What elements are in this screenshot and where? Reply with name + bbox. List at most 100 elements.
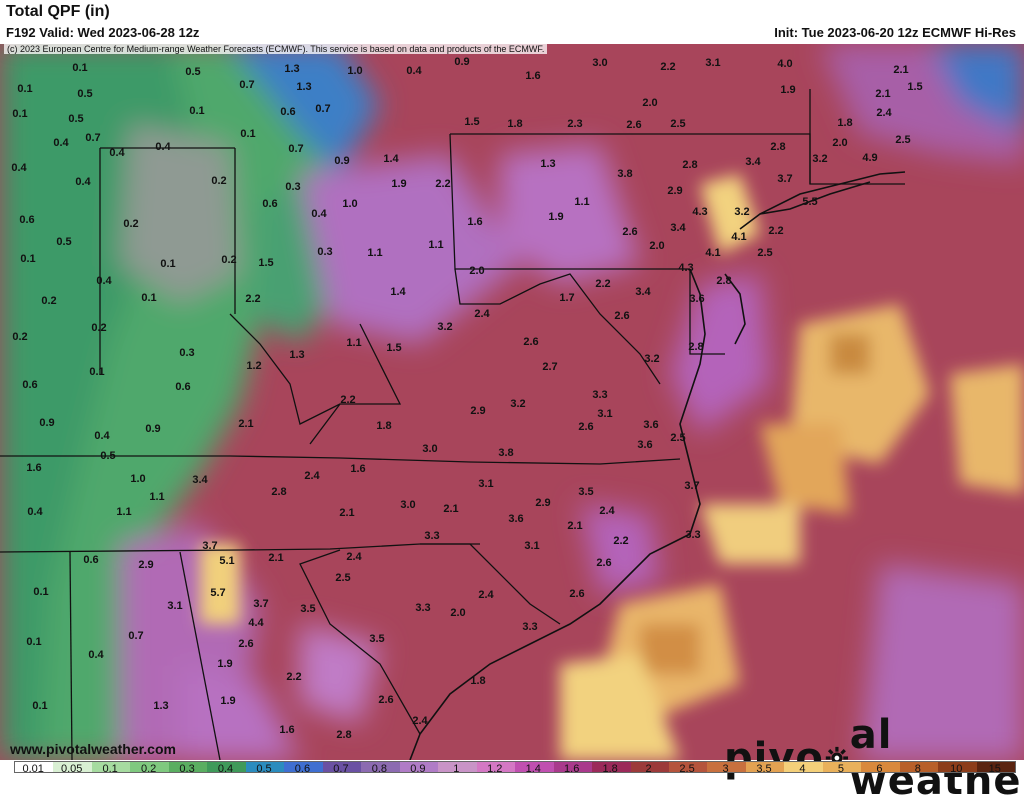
precip-value-label: 0.1 (240, 128, 255, 140)
precip-value-label: 0.4 (109, 147, 125, 159)
precip-value-label: 4.1 (705, 247, 720, 259)
precip-value-label: 3.3 (522, 621, 537, 633)
precip-value-label: 0.3 (285, 181, 300, 193)
precip-value-label: 4.0 (777, 58, 792, 70)
precip-value-label: 2.5 (335, 572, 350, 584)
precip-value-label: 2.6 (626, 119, 641, 131)
color-scale-swatch (707, 762, 746, 772)
precip-value-label: 2.4 (599, 505, 615, 517)
valid-time: F192 Valid: Wed 2023-06-28 12z (6, 25, 200, 40)
precip-value-label: 0.1 (89, 366, 104, 378)
precip-value-label: 3.0 (400, 499, 415, 511)
precip-value-label: 1.5 (386, 342, 401, 354)
precip-value-label: 2.6 (523, 336, 538, 348)
precip-value-label: 3.3 (415, 602, 430, 614)
precip-value-label: 1.9 (220, 695, 235, 707)
precip-value-label: 3.7 (777, 173, 792, 185)
precip-value-label: 3.2 (510, 398, 525, 410)
precip-value-label: 0.4 (27, 506, 43, 518)
color-scale-tick-label: 0.5 (256, 763, 272, 775)
color-scale-tick-label: 0.8 (371, 763, 388, 775)
color-scale-swatch (15, 762, 54, 772)
color-scale-tick-label: 10 (950, 763, 963, 775)
precip-value-label: 0.5 (77, 88, 92, 100)
precip-value-label: 0.4 (94, 430, 110, 442)
precip-value-label: 1.2 (246, 360, 261, 372)
color-scale-swatch (399, 762, 439, 772)
precip-value-label: 0.5 (68, 113, 83, 125)
precip-value-label: 2.5 (757, 247, 772, 259)
precip-value-label: 2.1 (238, 418, 253, 430)
precip-value-label: 0.2 (211, 175, 226, 187)
precip-value-label: 0.7 (128, 630, 143, 642)
precip-value-label: 1.1 (346, 337, 361, 349)
init-time: Init: Tue 2023-06-20 12z ECMWF Hi-Res (774, 25, 1016, 40)
precip-value-label: 0.1 (33, 586, 48, 598)
color-scale-tick-label: 0.2 (140, 763, 157, 775)
color-scale-swatch (668, 762, 708, 772)
precip-value-label: 0.4 (311, 208, 327, 220)
color-scale-tick-label: 1.6 (564, 763, 580, 775)
precip-value-label: 1.0 (347, 65, 362, 77)
color-scale-swatch (784, 762, 823, 772)
precip-value-label: 0.4 (155, 141, 171, 153)
color-scale-tick-label: 0.1 (102, 763, 118, 775)
state-borders (0, 89, 905, 760)
precip-value-label: 0.9 (145, 423, 160, 435)
precip-value-label: 1.4 (383, 153, 399, 165)
precip-value-label: 0.1 (17, 83, 32, 95)
precip-value-label: 3.4 (670, 222, 686, 234)
precip-value-label: 0.2 (221, 254, 236, 266)
color-scale-swatch (130, 762, 169, 772)
precip-value-label: 3.5 (300, 603, 315, 615)
precip-value-label: 4.9 (862, 152, 877, 164)
color-scale-swatch (438, 762, 477, 772)
precip-value-label: 1.1 (149, 491, 164, 503)
precip-value-label: 1.4 (390, 286, 406, 298)
color-scale-swatch (53, 762, 92, 772)
precip-value-label: 2.4 (304, 470, 320, 482)
precip-value-label: 3.4 (192, 474, 208, 486)
header-bar: Total QPF (in) F192 Valid: Wed 2023-06-2… (0, 0, 1024, 44)
precip-value-label: 3.6 (643, 419, 658, 431)
precip-value-label: 2.1 (443, 503, 458, 515)
color-scale-tick-label: 1.4 (525, 763, 541, 775)
precip-value-label: 2.9 (535, 497, 550, 509)
precip-value-label: 0.1 (12, 108, 27, 120)
color-scale-swatch (91, 762, 131, 772)
color-scale-swatch (361, 762, 400, 772)
precip-value-label: 3.2 (437, 321, 452, 333)
precip-value-label: 2.2 (340, 394, 355, 406)
precip-value-label: 1.1 (574, 196, 589, 208)
website-link[interactable]: www.pivotalweather.com (10, 741, 176, 757)
precip-value-label: 3.7 (202, 540, 217, 552)
precip-value-label: 1.9 (548, 211, 563, 223)
precip-value-label: 0.4 (96, 275, 112, 287)
precip-value-label: 0.5 (56, 236, 71, 248)
precip-value-label: 4.3 (692, 206, 707, 218)
precip-value-label: 1.6 (467, 216, 482, 228)
precip-value-label: 1.3 (289, 349, 304, 361)
precip-value-label: 4.1 (731, 231, 746, 243)
precip-value-label: 2.4 (474, 308, 490, 320)
color-scale-ticks: 0.01 0.05 0.1 0.2 0.3 0.4 0.5 0.6 0.7 0.8 0.9 1 1.2 1… (14, 763, 1014, 783)
precip-value-label: 3.0 (422, 443, 437, 455)
precip-value-label: 1.9 (217, 658, 232, 670)
precip-value-label: 0.6 (19, 214, 34, 226)
precip-value-label: 3.7 (253, 598, 268, 610)
precip-value-label: 4.3 (678, 262, 693, 274)
precip-value-label: 2.4 (876, 107, 892, 119)
precip-value-label: 1.9 (391, 178, 406, 190)
precip-value-label: 1.3 (153, 700, 168, 712)
precip-value-label: 3.2 (734, 206, 749, 218)
color-scale-swatch (976, 762, 1016, 772)
color-scale-tick-label: 0.9 (410, 763, 426, 775)
color-scale-tick-label: 1.2 (487, 763, 503, 775)
precip-value-label: 0.5 (185, 66, 200, 78)
precip-value-label: 0.3 (317, 246, 332, 258)
precip-value-label: 1.8 (376, 420, 391, 432)
precip-value-label: 3.3 (424, 530, 439, 542)
precip-map[interactable]: 0.1 0.5 1.3 1.0 0.4 0.9 1.6 3.0 2.2 3.1 4.0 2.1 0.1 0… (0, 44, 1024, 760)
precip-fill (0, 44, 1024, 760)
precip-value-label: 0.4 (88, 649, 104, 661)
